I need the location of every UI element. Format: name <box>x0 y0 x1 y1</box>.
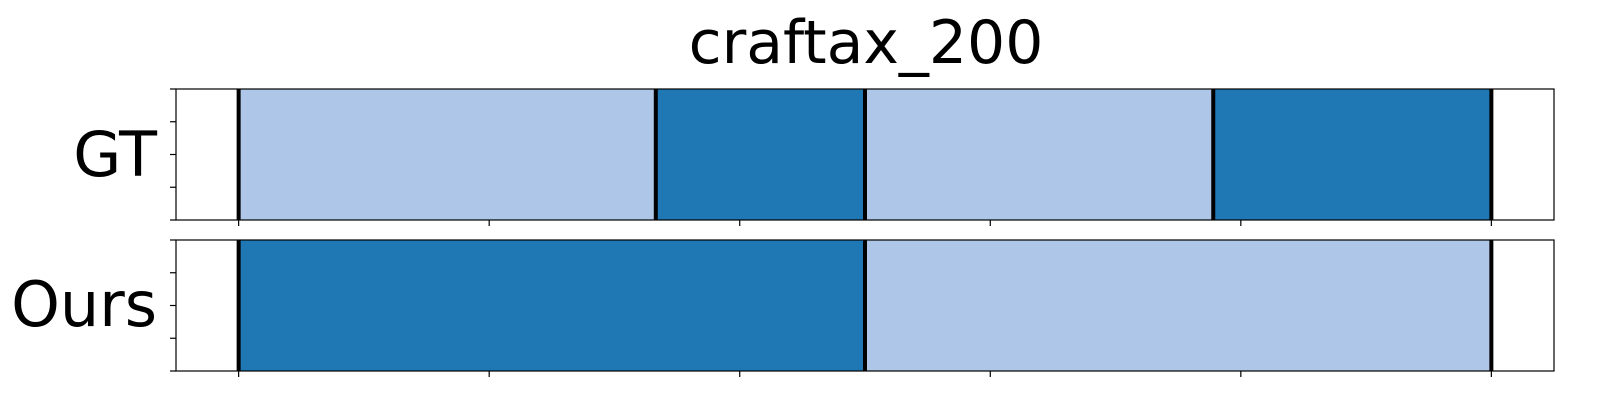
segment-gt-3 <box>1213 89 1492 220</box>
segment-ours-1 <box>865 240 1492 371</box>
segment-gt-2 <box>865 89 1214 220</box>
row-label-gt: GT <box>73 118 158 191</box>
row-label-ours: Ours <box>11 268 157 341</box>
segment-ours-0 <box>238 240 866 371</box>
segment-gt-1 <box>655 89 865 220</box>
segment-gt-0 <box>238 89 656 220</box>
chart-title: craftax_200 <box>689 8 1044 78</box>
